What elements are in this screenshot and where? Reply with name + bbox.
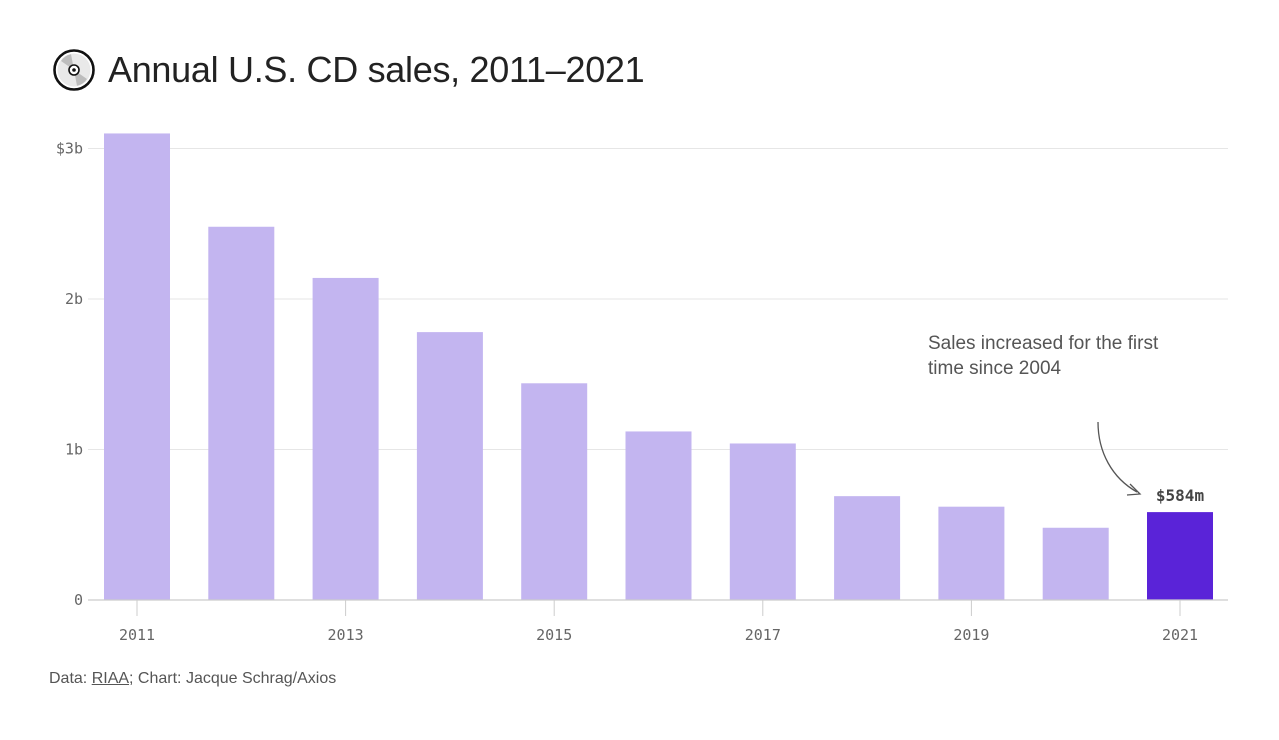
- footer-prefix: Data:: [49, 670, 92, 687]
- y-tick-label: $3b: [56, 140, 83, 158]
- annotation-text: time since 2004: [928, 358, 1062, 379]
- x-tick-label: 2015: [536, 626, 572, 644]
- x-tick-label: 2019: [953, 626, 989, 644]
- y-tick-label: 1b: [65, 441, 83, 459]
- bar-2014: [416, 332, 483, 600]
- bar-2019: [938, 506, 1005, 600]
- bar-2018: [834, 496, 901, 600]
- x-tick-label: 2021: [1162, 626, 1198, 644]
- x-tick-label: 2011: [119, 626, 155, 644]
- highlight-value-label: $584m: [1156, 486, 1205, 505]
- x-axis: [88, 599, 1228, 616]
- x-tick-label: 2017: [745, 626, 781, 644]
- labels: 0 1b 2b $3b 2011 2013 2015 2017 2019 2021 $584m Sal…: [56, 140, 1205, 645]
- chart-footer: Data: RIAA; Chart: Jacque Schrag/Axios: [49, 670, 336, 688]
- chart-title: Annual U.S. CD sales, 2011–2021: [108, 49, 645, 90]
- x-tick-label: 2013: [328, 626, 364, 644]
- source-link[interactable]: RIAA: [91, 670, 130, 687]
- bar-2017: [729, 443, 796, 600]
- annotation-arrowhead: [1126, 483, 1142, 496]
- bar-2013: [312, 277, 379, 600]
- y-tick-label: 2b: [65, 290, 83, 308]
- bar-2016: [625, 431, 692, 600]
- bar-2021: [1147, 512, 1213, 600]
- bars: [104, 133, 1213, 600]
- annotation-arrow: [1097, 421, 1138, 493]
- bar-2015: [521, 383, 588, 600]
- y-tick-label: 0: [74, 591, 83, 609]
- bar-2011: [104, 133, 170, 600]
- footer-suffix: ; Chart: Jacque Schrag/Axios: [129, 670, 337, 687]
- annotation-text: Sales increased for the first: [928, 333, 1159, 354]
- cd-disc-icon: [53, 49, 95, 91]
- chart-header: Annual U.S. CD sales, 2011–2021: [52, 48, 645, 92]
- bar-2020: [1042, 527, 1109, 600]
- bar-2012: [208, 226, 275, 600]
